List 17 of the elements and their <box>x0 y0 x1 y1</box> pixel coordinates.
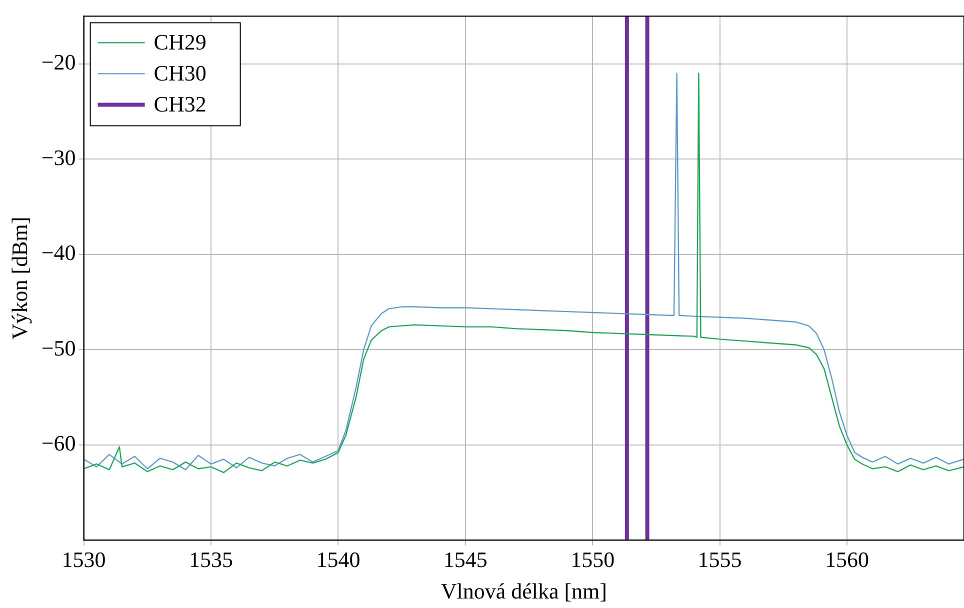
y-tick-label: −60 <box>41 430 76 456</box>
y-tick-label: −40 <box>41 240 76 266</box>
y-tick-label: −50 <box>41 335 76 360</box>
legend-label: CH30 <box>154 60 206 86</box>
legend-label: CH32 <box>154 91 206 116</box>
x-tick-label: 1550 <box>570 547 615 572</box>
y-axis-title: Výkon [dBm] <box>6 216 32 340</box>
legend-label: CH29 <box>154 29 206 54</box>
x-tick-label: 1530 <box>62 547 106 572</box>
y-tick-label: −20 <box>41 50 76 75</box>
y-tick-label: −30 <box>41 144 76 170</box>
x-tick-label: 1545 <box>443 547 488 572</box>
x-tick-label: 1555 <box>698 547 742 572</box>
x-axis-title: Vlnová délka [nm] <box>440 578 607 604</box>
x-tick-label: 1540 <box>316 547 360 572</box>
x-tick-label: 1560 <box>824 547 869 572</box>
x-tick-label: 1535 <box>189 547 234 572</box>
